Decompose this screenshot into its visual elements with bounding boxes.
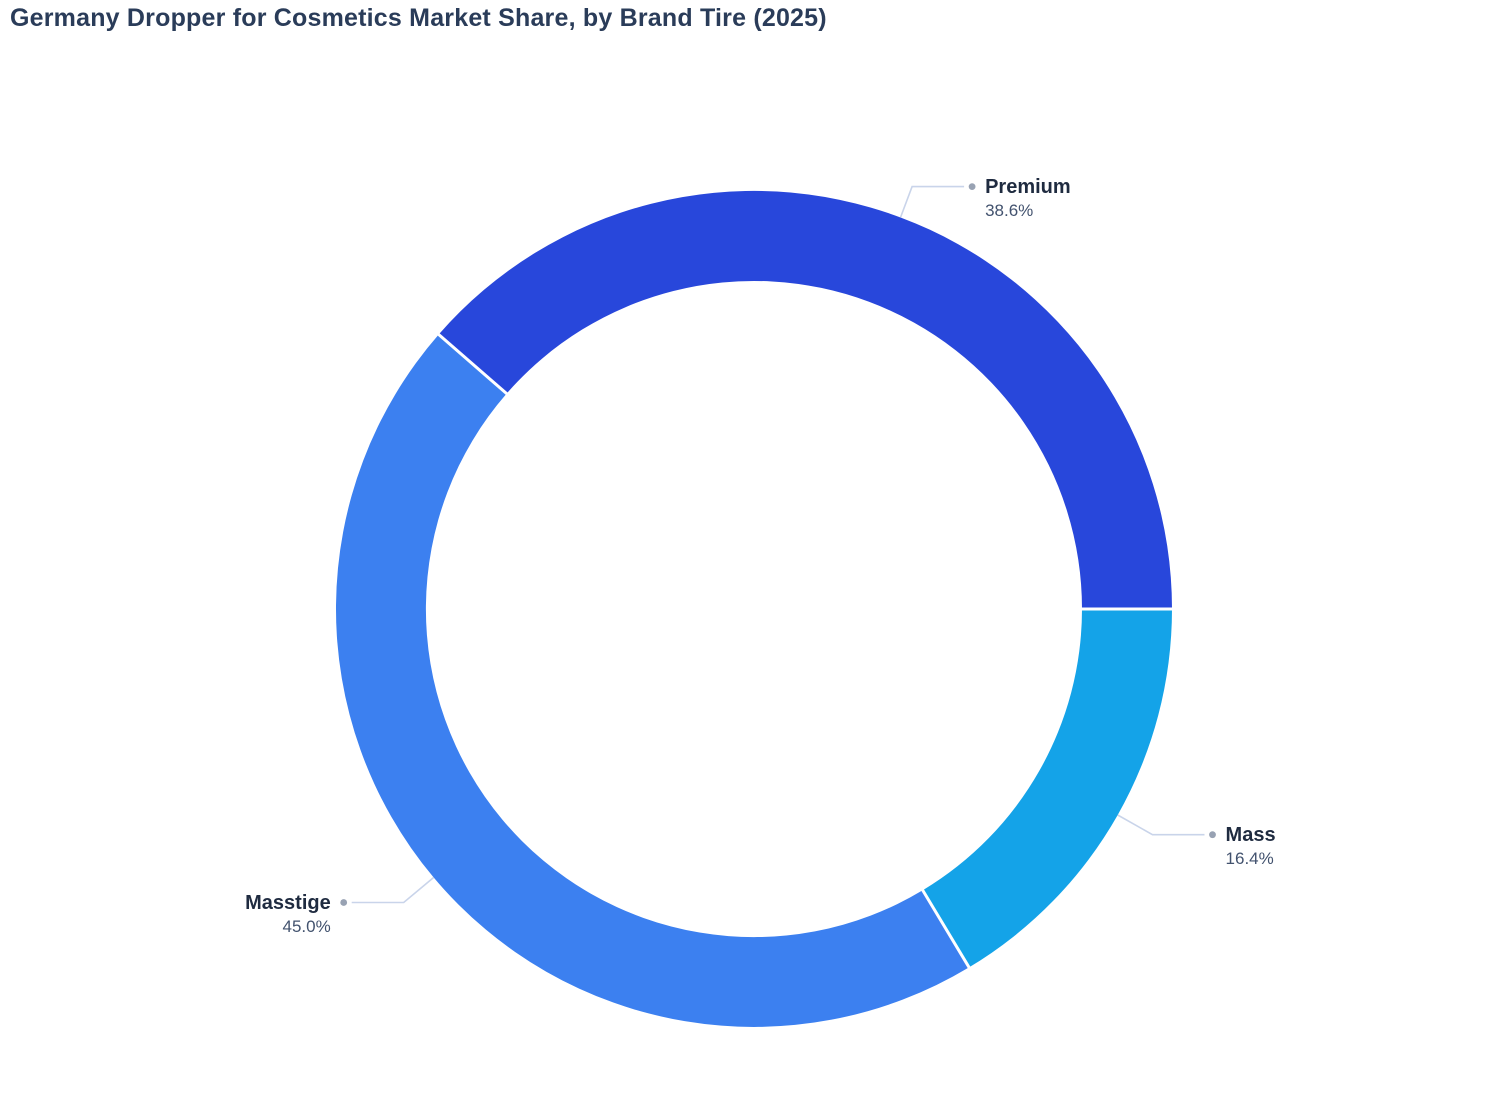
leader-line-premium: [899, 185, 965, 218]
slice-label-masstige: Masstige 45.0%: [245, 890, 331, 938]
donut-slice-masstige[interactable]: [335, 334, 969, 1027]
slice-label-value: 45.0%: [282, 916, 331, 936]
slice-label-name: Premium: [985, 175, 1071, 198]
slice-label-premium: Premium 38.6%: [985, 174, 1071, 222]
chart-title: Germany Dropper for Cosmetics Market Sha…: [10, 4, 827, 32]
slice-label-value: 16.4%: [1225, 848, 1274, 868]
donut-slice-mass[interactable]: [922, 609, 1172, 968]
slice-separator: [437, 332, 509, 396]
leader-line-mass: [1117, 814, 1205, 836]
donut-slice-premium[interactable]: [438, 190, 1173, 609]
slice-label-mass: Mass 16.4%: [1226, 822, 1276, 870]
leader-dot-masstige: [340, 899, 348, 906]
slice-label-name: Masstige: [245, 891, 331, 914]
leader-dot-premium: [968, 183, 976, 191]
leader-line-masstige: [351, 876, 435, 904]
leader-dot-mass: [1209, 831, 1216, 839]
slice-label-value: 38.6%: [985, 200, 1034, 220]
slice-separator: [920, 888, 971, 970]
slice-label-name: Mass: [1225, 823, 1276, 846]
